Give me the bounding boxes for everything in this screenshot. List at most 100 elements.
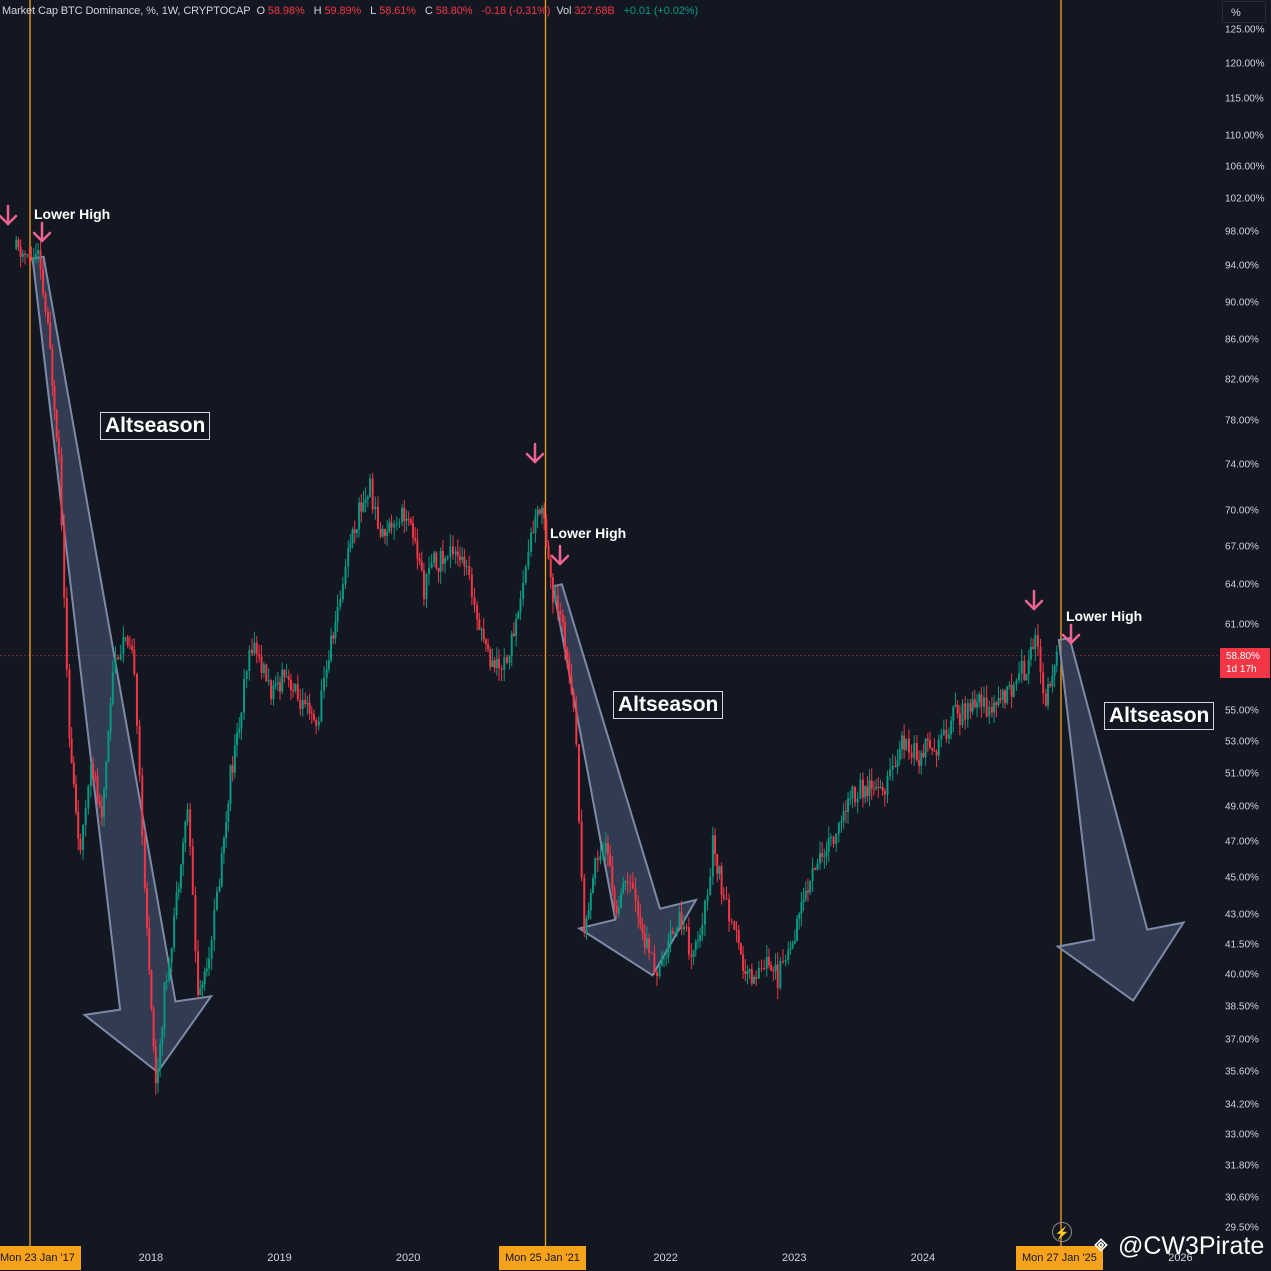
candle-body	[42, 269, 45, 294]
candle-body	[441, 550, 444, 564]
candle-body	[997, 698, 1000, 705]
candle-body	[746, 971, 749, 974]
vertical-marker-lines	[29, 0, 1062, 1246]
candle-body	[51, 348, 54, 386]
candle-body	[362, 502, 365, 512]
candle-body	[270, 680, 273, 700]
candle-body	[687, 927, 690, 955]
y-tick-label: 40.00%	[1225, 969, 1259, 981]
candle-body	[671, 930, 674, 935]
candle-body	[379, 528, 382, 537]
candle-body	[789, 947, 792, 950]
candle-body	[811, 868, 814, 882]
change-value: -0.18 (-0.31%)	[481, 5, 551, 17]
candle-body	[122, 637, 125, 654]
candle-body	[733, 921, 736, 930]
lightning-icon[interactable]: ⚡	[1052, 1222, 1072, 1242]
y-tick-label: 49.00%	[1225, 801, 1259, 813]
candle-body	[993, 702, 996, 713]
candle-body	[336, 606, 339, 622]
candle-body	[381, 528, 384, 537]
candle-body	[648, 938, 651, 953]
candle-body	[32, 258, 35, 261]
volume-value: Vol 327.68B	[556, 5, 615, 17]
candle-body	[787, 949, 790, 961]
candle-body	[1032, 646, 1035, 649]
candle-body	[645, 938, 648, 948]
candle-body	[131, 645, 134, 650]
candle-body	[881, 786, 884, 791]
candle-body	[763, 968, 766, 970]
candle-body	[883, 790, 886, 795]
candle-body	[926, 738, 929, 741]
candle-body	[950, 720, 953, 735]
candle-body	[594, 858, 597, 879]
candle-body	[1008, 684, 1011, 687]
candle-body	[966, 703, 969, 720]
candle-body	[1020, 660, 1023, 674]
lower-high-arrows	[0, 204, 1081, 645]
candle-body	[739, 943, 742, 955]
candle-body	[913, 743, 916, 758]
candle-body	[353, 529, 356, 534]
candle-body	[65, 597, 68, 670]
candle-body	[156, 1069, 159, 1084]
candle-body	[205, 968, 208, 972]
y-tick-label: 98.00%	[1225, 226, 1259, 238]
candle-body	[327, 660, 330, 670]
candle-body	[220, 852, 223, 887]
candle-body	[900, 735, 903, 750]
candle-body	[891, 766, 894, 770]
candle-body	[851, 786, 854, 799]
candle-body	[287, 676, 290, 680]
candle-body	[1049, 684, 1052, 686]
candle-body	[395, 523, 398, 525]
candle-body	[954, 704, 957, 707]
candle-body	[988, 706, 991, 717]
candle-body	[476, 605, 479, 620]
y-tick-label: 102.00%	[1225, 193, 1265, 205]
candle-body	[347, 547, 350, 567]
down-arrow-icon	[550, 544, 570, 566]
candle-body	[854, 786, 857, 803]
candle-body	[189, 809, 192, 847]
candle-body	[554, 595, 557, 603]
candle-body	[272, 685, 275, 700]
candle-body	[369, 478, 372, 497]
y-tick-label: 47.00%	[1225, 836, 1259, 848]
candle-body	[21, 253, 24, 257]
candle-body	[243, 679, 246, 713]
candle-body	[70, 738, 73, 763]
candle-body	[285, 676, 288, 678]
candle-body	[487, 644, 490, 650]
candle-body	[84, 808, 87, 825]
candle-body	[1047, 684, 1050, 706]
percent-scale-button[interactable]: %	[1222, 1, 1266, 23]
candle-body	[561, 614, 564, 623]
candle-body	[956, 704, 959, 714]
candle-body	[637, 900, 640, 917]
candle-body	[818, 853, 821, 864]
candle-body	[44, 293, 47, 312]
altseason-label-2025: Altseason	[1104, 702, 1215, 730]
candle-body	[524, 566, 527, 583]
candle-body	[383, 528, 386, 536]
candle-body	[173, 915, 176, 948]
candle-body	[276, 682, 279, 684]
candle-body	[910, 752, 913, 758]
candle-body	[940, 734, 943, 740]
candle-body	[551, 577, 554, 603]
candle-body	[772, 970, 775, 972]
candle-body	[532, 532, 535, 534]
y-tick-label: 31.80%	[1225, 1160, 1259, 1172]
y-tick-label: 37.00%	[1225, 1034, 1259, 1046]
candle-body	[1012, 684, 1015, 697]
candle-body	[341, 584, 344, 600]
candle-body	[617, 907, 620, 914]
candle-body	[971, 699, 974, 712]
candle-body	[191, 846, 194, 895]
candle-body	[505, 657, 508, 663]
candle-body	[245, 670, 248, 680]
candle-body	[250, 649, 253, 654]
candle-body	[334, 621, 337, 639]
